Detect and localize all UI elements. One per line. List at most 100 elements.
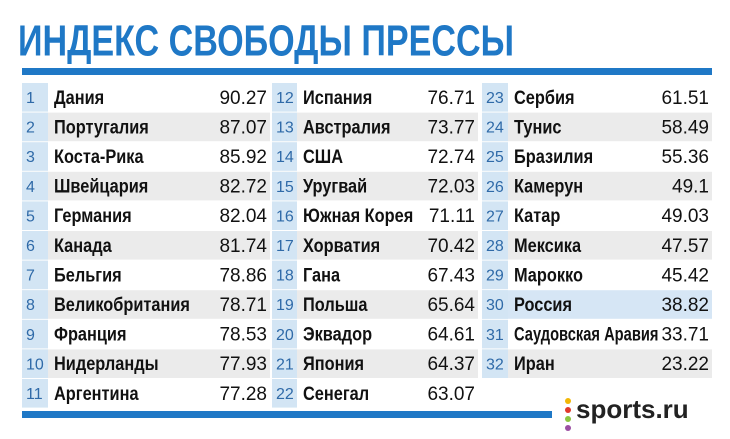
rank: 29 bbox=[486, 268, 504, 285]
score: 90.27 bbox=[219, 88, 267, 109]
rank: 11 bbox=[26, 386, 43, 403]
score: 33.71 bbox=[661, 325, 709, 346]
rank-cell bbox=[22, 112, 48, 142]
rank: 9 bbox=[26, 327, 35, 344]
rank: 17 bbox=[276, 238, 294, 255]
country: Польша bbox=[303, 295, 368, 316]
rank-cell bbox=[22, 379, 48, 408]
country: Камерун bbox=[514, 177, 583, 198]
score: 64.61 bbox=[427, 325, 475, 346]
rank: 10 bbox=[26, 356, 44, 373]
country: Хорватия bbox=[303, 236, 380, 257]
row-bg bbox=[22, 142, 270, 171]
rank-cell bbox=[272, 379, 297, 408]
country: Бразилия bbox=[514, 147, 593, 168]
score: 49.03 bbox=[661, 206, 709, 227]
country: Мексика bbox=[514, 236, 581, 257]
row-bg bbox=[22, 260, 270, 290]
rank-cell bbox=[482, 290, 508, 319]
country: Саудовская Аравия bbox=[514, 325, 658, 346]
score: 64.37 bbox=[427, 354, 475, 375]
title: ИНДЕКС СВОБОДЫ ПРЕССЫ bbox=[18, 17, 514, 66]
rank-cell bbox=[22, 201, 48, 230]
score: 71.11 bbox=[429, 206, 475, 227]
country: Сенегал bbox=[303, 384, 369, 405]
rank-cell bbox=[482, 83, 508, 112]
top-bar bbox=[22, 68, 712, 75]
country: Германия bbox=[54, 206, 132, 227]
rank-cell bbox=[22, 260, 48, 290]
score: 65.64 bbox=[427, 295, 475, 316]
row-bg bbox=[272, 260, 478, 290]
score: 45.42 bbox=[661, 265, 709, 286]
logo: sports.ru bbox=[576, 394, 689, 424]
row-bg bbox=[22, 112, 270, 142]
rank-cell bbox=[482, 231, 508, 260]
score: 49.1 bbox=[672, 177, 709, 198]
row-bg bbox=[22, 231, 270, 260]
row-bg bbox=[22, 290, 270, 319]
rank: 23 bbox=[486, 90, 504, 107]
rank: 19 bbox=[276, 297, 294, 314]
rank: 20 bbox=[276, 327, 294, 344]
rank: 28 bbox=[486, 238, 504, 255]
rank-cell bbox=[272, 260, 297, 290]
rank-cell bbox=[272, 290, 297, 319]
rank-cell bbox=[482, 142, 508, 171]
country: Эквадор bbox=[303, 325, 372, 346]
rank-cell bbox=[272, 83, 297, 112]
logo-dots bbox=[565, 398, 571, 431]
rank: 4 bbox=[26, 179, 35, 196]
row-bg bbox=[482, 260, 712, 290]
row-bg bbox=[22, 201, 270, 230]
row-bg bbox=[482, 290, 712, 319]
score: 72.74 bbox=[427, 147, 475, 168]
rank-cell bbox=[482, 112, 508, 142]
score: 58.49 bbox=[661, 117, 709, 138]
rank-cell bbox=[22, 142, 48, 171]
rank: 27 bbox=[486, 208, 504, 225]
country: Иран bbox=[514, 354, 555, 375]
score: 81.74 bbox=[219, 236, 267, 257]
rank-cell bbox=[272, 231, 297, 260]
score: 63.07 bbox=[427, 384, 475, 405]
rank: 5 bbox=[26, 208, 35, 225]
country: Гана bbox=[303, 265, 340, 286]
rank-cell bbox=[22, 231, 48, 260]
country: Нидерланды bbox=[54, 354, 159, 375]
rank-cell bbox=[272, 349, 297, 378]
country: США bbox=[303, 147, 343, 168]
bottom-bar bbox=[22, 411, 552, 418]
rank: 32 bbox=[486, 356, 504, 373]
rank: 14 bbox=[276, 149, 294, 166]
score: 87.07 bbox=[219, 117, 267, 138]
rank-cell bbox=[22, 349, 48, 378]
row-bg bbox=[482, 349, 712, 378]
rank: 7 bbox=[26, 268, 35, 285]
rank-cell bbox=[482, 201, 508, 230]
row-bg bbox=[482, 201, 712, 230]
score: 38.82 bbox=[661, 295, 709, 316]
rank: 21 bbox=[276, 356, 294, 373]
score: 78.86 bbox=[219, 265, 267, 286]
score: 23.22 bbox=[661, 354, 709, 375]
rank: 3 bbox=[26, 149, 35, 166]
score: 82.72 bbox=[219, 177, 267, 198]
rank: 16 bbox=[276, 208, 294, 225]
rank-cell bbox=[272, 112, 297, 142]
rank-cell bbox=[22, 83, 48, 112]
rank-cell bbox=[272, 171, 297, 201]
row-bg bbox=[272, 112, 478, 142]
rank: 1 bbox=[26, 90, 35, 107]
country: Уругвай bbox=[303, 177, 367, 198]
score: 78.53 bbox=[219, 325, 267, 346]
score: 82.04 bbox=[219, 206, 267, 227]
country: Австралия bbox=[303, 117, 391, 138]
country: Великобритания bbox=[54, 295, 190, 316]
country: Катар bbox=[514, 206, 560, 227]
rank-cell bbox=[482, 349, 508, 378]
score: 78.71 bbox=[219, 295, 267, 316]
row-bg bbox=[22, 349, 270, 378]
rank: 26 bbox=[486, 179, 504, 196]
